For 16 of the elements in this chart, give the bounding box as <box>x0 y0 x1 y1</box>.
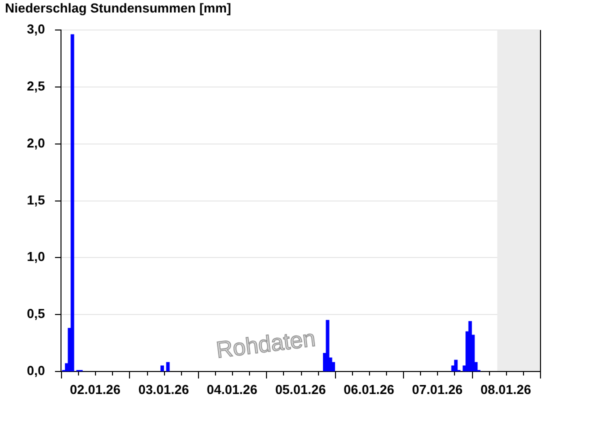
x-tick-label: 04.01.26 <box>206 382 258 397</box>
x-tick-label: 06.01.26 <box>344 382 394 397</box>
x-tick-label: 05.01.26 <box>275 382 326 397</box>
x-tick-label: 03.01.26 <box>138 382 189 397</box>
y-tick-label: 2,5 <box>26 78 45 94</box>
y-tick-label: 1,5 <box>26 192 45 208</box>
x-tick-label: 08.01.26 <box>480 382 532 397</box>
annotation: Rohdaten <box>214 324 317 363</box>
y-tick-label: 2,0 <box>26 135 45 150</box>
y-tick-label: 0,0 <box>26 363 45 378</box>
chart-title: Niederschlag Stundensummen [mm] <box>5 0 232 16</box>
y-tick-label: 3,0 <box>26 22 45 37</box>
x-tick-label: 07.01.26 <box>412 382 463 397</box>
x-tick-label: 02.01.26 <box>70 382 121 397</box>
y-tick-label: 0,5 <box>26 306 45 322</box>
y-tick-label: 1,0 <box>26 249 45 264</box>
